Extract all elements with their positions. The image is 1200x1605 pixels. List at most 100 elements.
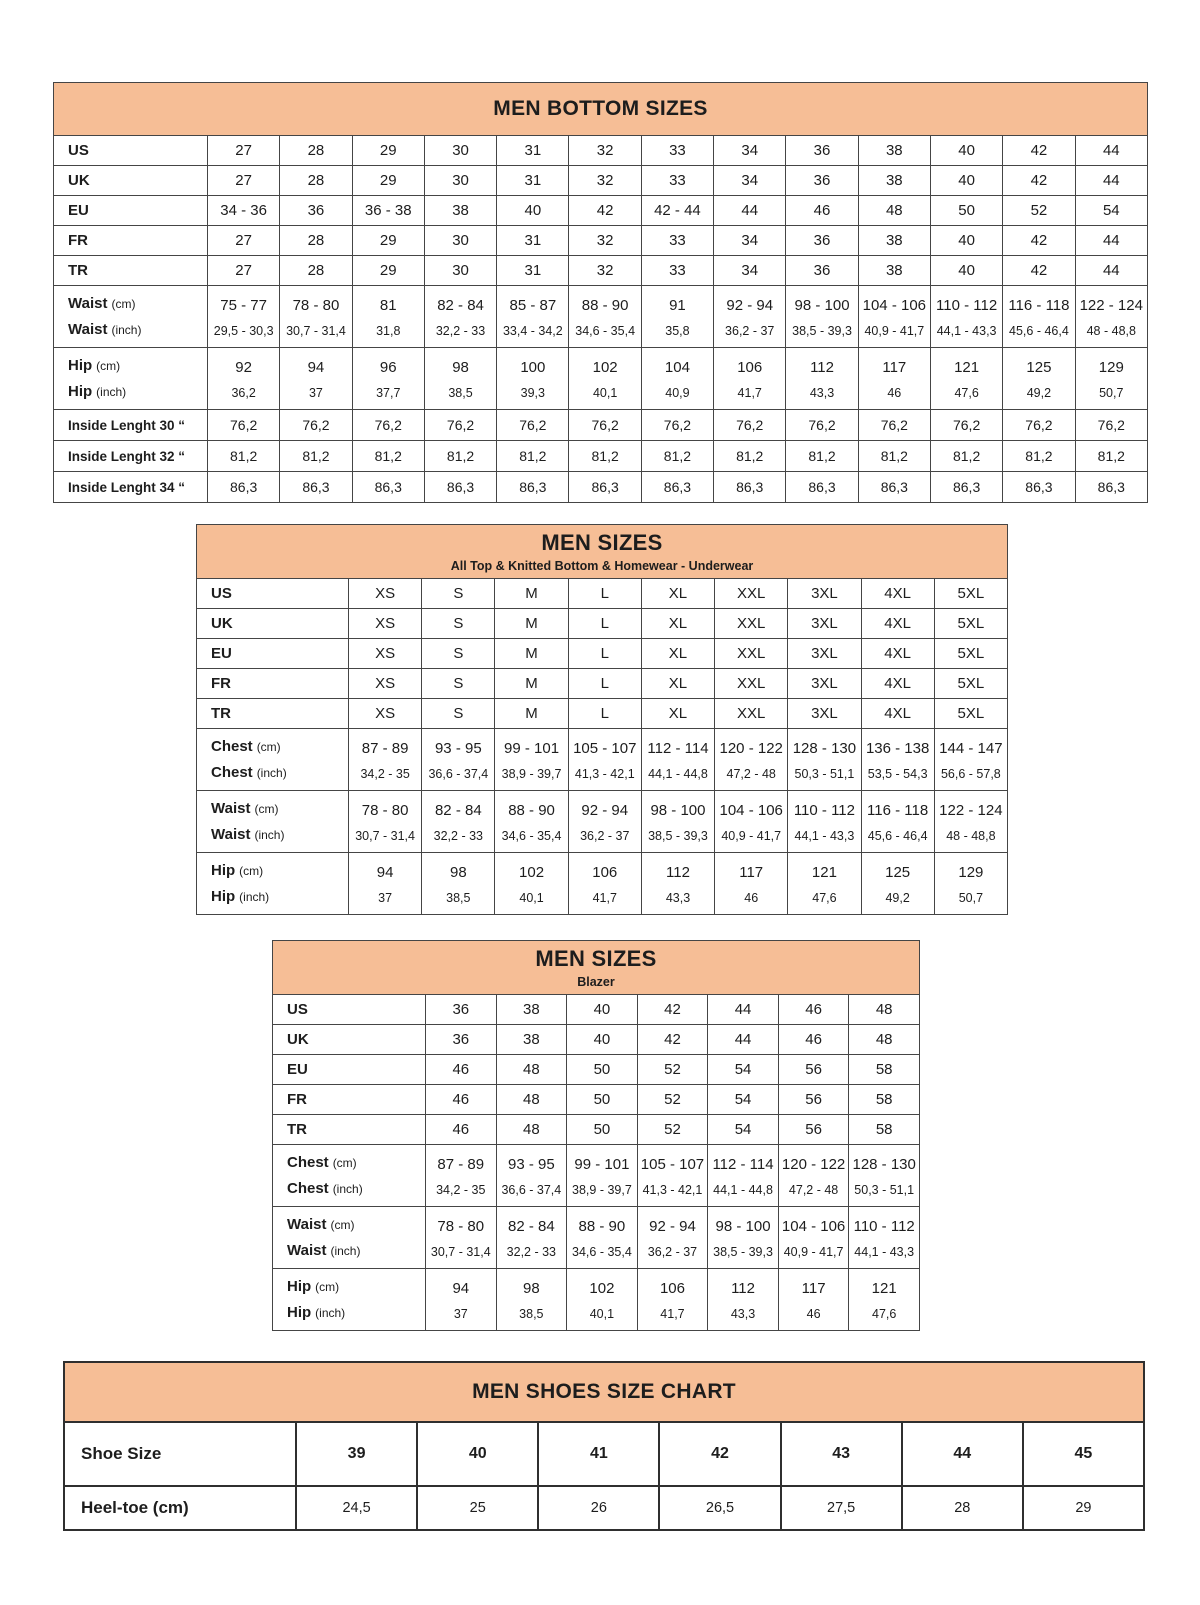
row-label-text: Waist	[287, 1241, 327, 1259]
table-header-row: MEN SIZES Blazer	[272, 940, 920, 995]
cm-value: 106	[592, 864, 618, 881]
value-cell: 40	[416, 1421, 540, 1487]
size-table: MEN SIZES All Top & Knitted Bottom & Home…	[196, 524, 1009, 915]
row-label: Waist (cm) Waist (inch)	[196, 790, 349, 853]
measure-cell: 117 46	[777, 1268, 850, 1331]
value-cell: XXL	[714, 668, 789, 699]
inch-value: 34,6 - 35,4	[572, 1245, 632, 1259]
value-cell: 86,3	[279, 471, 353, 503]
row-label: Hip (cm) Hip (inch)	[53, 347, 208, 410]
value-cell: S	[421, 608, 496, 639]
measure-cell: 104 - 106 40,9 - 41,7	[857, 285, 931, 348]
value-cell: 54	[1074, 195, 1149, 226]
measure-cell: 129 50,7	[933, 852, 1009, 915]
value-cell: 44	[713, 195, 787, 226]
inch-value: 47,6	[954, 386, 979, 400]
value-cell: 76,2	[279, 409, 353, 441]
cm-value: 82 - 84	[507, 1218, 555, 1235]
value-cell: 31	[496, 255, 570, 286]
value-cell: 3XL	[787, 608, 862, 639]
row-label-line: Waist (cm)	[68, 291, 207, 317]
table-header-row: MEN SHOES SIZE CHART	[63, 1361, 1145, 1423]
row-label: Shoe Size	[63, 1421, 297, 1487]
value-cell: 46	[425, 1084, 497, 1115]
measure-cell: 125 49,2	[860, 852, 935, 915]
measure-cell: 91 35,8	[640, 285, 715, 348]
cm-value: 121	[954, 359, 980, 376]
measure-cell: 94 37	[347, 852, 423, 915]
cm-value: 117	[801, 1280, 826, 1297]
inch-value: 36,2 - 37	[580, 829, 630, 843]
cm-value: 112	[810, 359, 834, 376]
value-cell: L	[567, 668, 642, 699]
value-cell: 44	[1074, 165, 1149, 196]
row-label-line: Chest (cm)	[211, 734, 348, 760]
measure-cell: 78 - 80 30,7 - 31,4	[347, 790, 423, 853]
value-cell: M	[494, 638, 569, 669]
value-cell: 52	[636, 1054, 709, 1085]
cm-value: 116 - 118	[1008, 297, 1070, 314]
cm-value: 98	[449, 864, 467, 881]
inch-value: 43,3	[730, 1307, 756, 1321]
inch-value: 50,7	[958, 891, 984, 905]
value-cell: 76,2	[351, 409, 425, 441]
value-cell: 42	[1002, 225, 1076, 256]
measure-cell: 98 38,5	[423, 347, 498, 410]
inch-value: 45,6 - 46,4	[1009, 324, 1069, 338]
value-cell: 86,3	[423, 471, 498, 503]
cm-value: 91	[669, 297, 686, 314]
value-cell: 48	[857, 195, 931, 226]
measure-cell: 88 - 90 34,6 - 35,4	[494, 790, 569, 853]
value-cell: 30	[423, 255, 498, 286]
measure-cell: 102 40,1	[568, 347, 642, 410]
row-label: TR	[196, 698, 349, 729]
measure-cell: 144 - 147 56,6 - 57,8	[933, 728, 1009, 791]
table-header-band: MEN SHOES SIZE CHART	[63, 1361, 1145, 1423]
value-cell: 34	[713, 225, 787, 256]
measure-cell: 82 - 84 32,2 - 33	[421, 790, 496, 853]
row-label: Inside Lenght 30 “	[53, 409, 208, 441]
inch-value: 38,5 - 39,3	[792, 324, 852, 338]
measure-cell: 94 37	[425, 1268, 497, 1331]
table-row: Shoe Size 39 40 41 42 43 44 45	[63, 1421, 1146, 1487]
table-title: MEN SIZES	[541, 530, 663, 555]
measure-cell: 88 - 90 34,6 - 35,4	[568, 285, 642, 348]
cm-value: 102	[589, 1280, 615, 1297]
row-label: Inside Lenght 32 “	[53, 440, 208, 472]
cm-value: 94	[376, 864, 394, 881]
value-cell: 76,2	[713, 409, 787, 441]
inch-value: 39,3	[520, 386, 545, 400]
measure-cell: 106 41,7	[713, 347, 787, 410]
size-table: MEN SIZES Blazer US 36 38 40 42 44 46 48 UK 36 38 40 4…	[272, 940, 920, 1331]
table-row: EU 46 48 50 52 54 56 58	[272, 1054, 920, 1085]
inch-value: 37	[453, 1307, 468, 1321]
cm-value: 82 - 84	[434, 802, 482, 819]
inch-value: 50,3 - 51,1	[794, 767, 855, 781]
value-cell: XXL	[714, 608, 789, 639]
value-cell: 30	[423, 135, 498, 166]
row-label: FR	[196, 668, 349, 699]
row-label-unit: (cm)	[239, 863, 264, 878]
value-cell: 76,2	[857, 409, 931, 441]
cm-value: 94	[452, 1280, 470, 1297]
value-cell: 44	[900, 1421, 1024, 1487]
value-cell: M	[494, 668, 569, 699]
value-cell: 40	[929, 135, 1004, 166]
value-cell: 34	[713, 135, 787, 166]
row-label: Hip (cm) Hip (inch)	[272, 1268, 426, 1331]
value-cell: 36	[425, 994, 497, 1025]
value-cell: S	[421, 638, 496, 669]
cm-value: 78 - 80	[437, 1218, 485, 1235]
cm-value: 117	[882, 359, 907, 376]
measure-cell: 129 50,7	[1074, 347, 1149, 410]
row-label-text: Waist	[68, 294, 108, 312]
cm-value: 120 - 122	[719, 740, 783, 757]
value-cell: 76,2	[568, 409, 642, 441]
measure-cell: 116 - 118 45,6 - 46,4	[860, 790, 935, 853]
cm-value: 92 - 94	[649, 1218, 696, 1235]
inch-value: 49,2	[885, 891, 910, 905]
measure-cell: 110 - 112 44,1 - 43,3	[848, 1206, 920, 1269]
value-cell: XL	[640, 668, 716, 699]
row-label-unit: (cm)	[111, 296, 136, 311]
cm-value: 121	[871, 1280, 897, 1297]
